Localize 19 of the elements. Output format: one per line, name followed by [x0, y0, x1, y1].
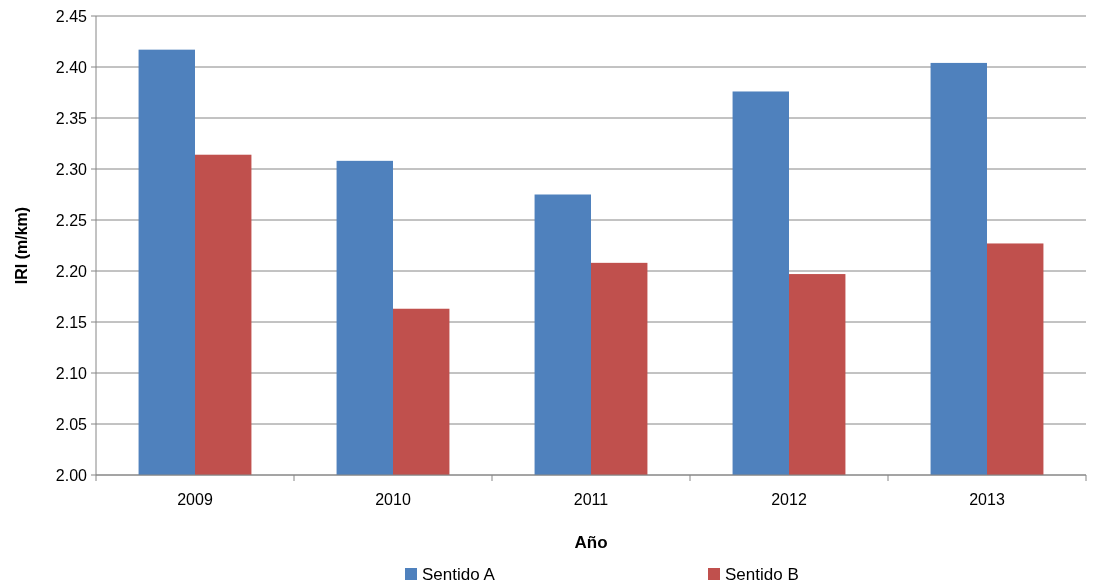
y-tick-label: 2.20 [55, 262, 88, 280]
y-axis-title: IRI (m/km) [13, 206, 30, 285]
x-tick-label: 2010 [375, 491, 411, 508]
x-tick-label: 2013 [969, 491, 1005, 508]
y-tick-label: 2.30 [55, 160, 88, 178]
y-tick-label: 2.35 [55, 109, 88, 127]
legend-label: Sentido A [422, 564, 496, 584]
y-tick-label: 2.25 [55, 211, 88, 229]
y-tick-label: 2.45 [55, 7, 88, 25]
y-tick-label: 2.10 [55, 364, 88, 382]
x-tick-label: 2009 [177, 491, 213, 508]
y-tick-label: 2.40 [55, 58, 88, 76]
x-tick-label: 2011 [573, 491, 609, 508]
y-tick-label: 2.00 [55, 466, 88, 484]
x-tick-label: 2012 [771, 491, 807, 508]
y-tick-label: 2.05 [55, 415, 88, 433]
x-axis-title: Año [574, 533, 608, 552]
legend-label: Sentido B [725, 564, 799, 584]
y-tick-label: 2.15 [55, 313, 88, 331]
